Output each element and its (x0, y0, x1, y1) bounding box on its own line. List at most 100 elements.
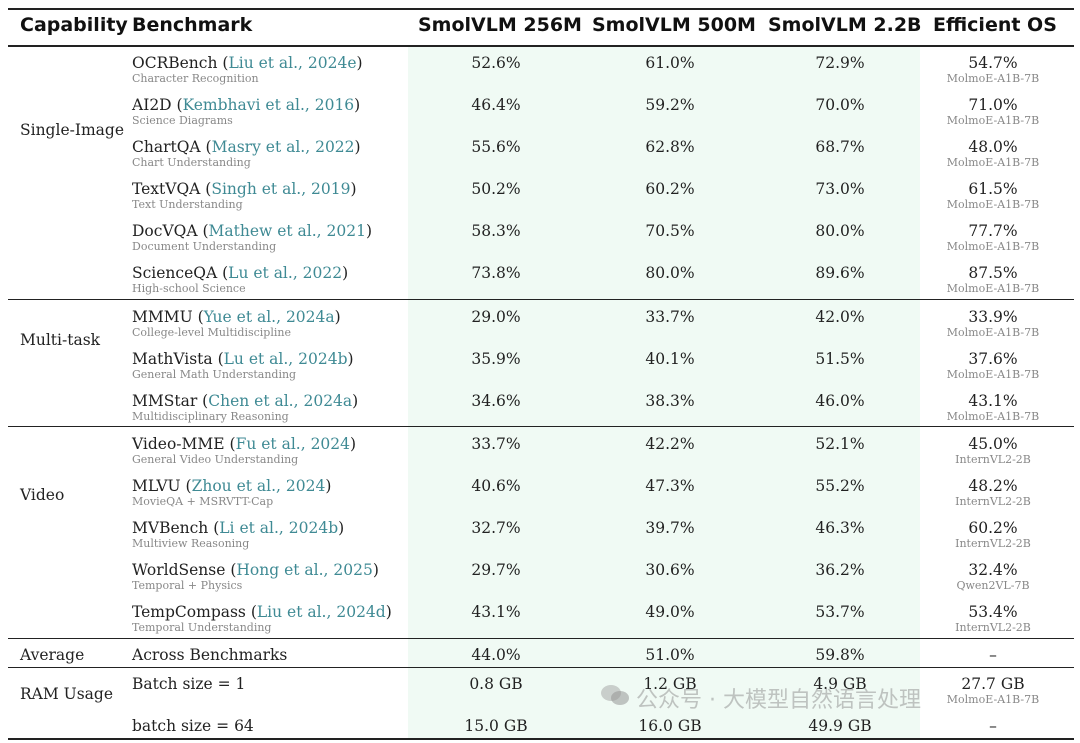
efficient-os-model: Qwen2VL-7B (956, 579, 1030, 592)
group-label-multi-task: Multi-task (20, 331, 101, 349)
citation-link[interactable]: Liu et al., 2024e (228, 54, 357, 72)
benchmark-description: High-school Science (132, 282, 246, 295)
citation-link[interactable]: Fu et al., 2024 (235, 435, 351, 453)
score-v500: 60.2% (645, 180, 695, 198)
table-row: Video-MME (Fu et al., 2024) General Video… (0, 435, 1080, 477)
benchmark-name: Video-MME (Fu et al., 2024) (132, 435, 357, 453)
benchmark-title: MMMU (132, 308, 193, 326)
citation-link[interactable]: Li et al., 2024b (219, 519, 339, 537)
score-v256: 34.6% (471, 392, 521, 410)
score-v22: 42.0% (815, 308, 865, 326)
score-v256: 55.6% (471, 138, 521, 156)
score-efficient-os: 77.7% (968, 222, 1018, 240)
score-v22: 68.7% (815, 138, 865, 156)
score-v256: 40.6% (471, 477, 521, 495)
score-v22: 36.2% (815, 561, 865, 579)
average-benchmark: Across Benchmarks (132, 646, 288, 664)
table-row: DocVQA (Mathew et al., 2021) Document Und… (0, 222, 1080, 264)
highlight-band (408, 46, 920, 738)
citation-link[interactable]: Chen et al., 2024a (208, 392, 353, 410)
group-rule (8, 299, 1074, 300)
citation-link[interactable]: Masry et al., 2022 (211, 138, 355, 156)
citation-link[interactable]: Zhou et al., 2024 (191, 477, 326, 495)
benchmark-name: DocVQA (Mathew et al., 2021) (132, 222, 373, 240)
ram-batch1-os-model: MolmoE-A1B-7B (946, 693, 1040, 706)
citation-link[interactable]: Singh et al., 2019 (211, 180, 351, 198)
wechat-icon (601, 685, 629, 705)
score-v22: 46.3% (815, 519, 865, 537)
efficient-os-model: MolmoE-A1B-7B (946, 114, 1040, 127)
benchmark-name: ChartQA (Masry et al., 2022) (132, 138, 361, 156)
header-smolvlm-256m: SmolVLM 256M (418, 14, 582, 36)
table-row: TempCompass (Liu et al., 2024d) Temporal … (0, 603, 1080, 645)
efficient-os-model: MolmoE-A1B-7B (946, 368, 1040, 381)
table-row: MMStar (Chen et al., 2024a) Multidiscipli… (0, 392, 1080, 434)
benchmark-title: TextVQA (132, 180, 201, 198)
score-v500: 59.2% (645, 96, 695, 114)
efficient-os-model: MolmoE-A1B-7B (946, 240, 1040, 253)
citation-link[interactable]: Lu et al., 2024b (223, 350, 348, 368)
score-v256: 58.3% (471, 222, 521, 240)
bottom-rule (8, 738, 1074, 740)
header-capability: Capability (20, 14, 128, 36)
average-os: – (989, 646, 997, 664)
citation-link[interactable]: Hong et al., 2025 (236, 561, 373, 579)
benchmark-description: Temporal Understanding (132, 621, 272, 634)
ram-batch1-500m: 1.2 GB (643, 675, 697, 693)
score-efficient-os: 53.4% (968, 603, 1018, 621)
header-efficient-os: Efficient OS (933, 14, 1057, 36)
citation-link[interactable]: Yue et al., 2024a (203, 308, 335, 326)
benchmark-title: TempCompass (132, 603, 246, 621)
score-v22: 53.7% (815, 603, 865, 621)
benchmark-name: MLVU (Zhou et al., 2024) (132, 477, 332, 495)
citation-link[interactable]: Kembhavi et al., 2016 (182, 96, 355, 114)
benchmark-description: Chart Understanding (132, 156, 251, 169)
table-row: MMMU (Yue et al., 2024a) College-level Mu… (0, 308, 1080, 350)
score-v22: 70.0% (815, 96, 865, 114)
table-row: ScienceQA (Lu et al., 2022) High-school S… (0, 264, 1080, 306)
score-efficient-os: 87.5% (968, 264, 1018, 282)
efficient-os-model: InternVL2-2B (955, 495, 1031, 508)
efficient-os-model: MolmoE-A1B-7B (946, 282, 1040, 295)
score-efficient-os: 54.7% (968, 54, 1018, 72)
group-label-single-image: Single-Image (20, 121, 125, 139)
ram-batch64-500m: 16.0 GB (638, 717, 702, 735)
citation-link[interactable]: Mathew et al., 2021 (208, 222, 366, 240)
table-row: ChartQA (Masry et al., 2022) Chart Unders… (0, 138, 1080, 180)
efficient-os-model: InternVL2-2B (955, 621, 1031, 634)
score-v500: 62.8% (645, 138, 695, 156)
ram-batch1-256m: 0.8 GB (469, 675, 523, 693)
score-v500: 39.7% (645, 519, 695, 537)
efficient-os-model: MolmoE-A1B-7B (946, 72, 1040, 85)
benchmark-description: MovieQA + MSRVTT-Cap (132, 495, 274, 508)
group-rule (8, 638, 1074, 639)
benchmark-name: WorldSense (Hong et al., 2025) (132, 561, 379, 579)
citation-link[interactable]: Liu et al., 2024d (256, 603, 386, 621)
benchmark-description: Temporal + Physics (132, 579, 243, 592)
score-v22: 80.0% (815, 222, 865, 240)
table-row: MVBench (Li et al., 2024b) Multiview Reas… (0, 519, 1080, 561)
score-v500: 33.7% (645, 308, 695, 326)
group-rule (8, 426, 1074, 427)
score-v256: 50.2% (471, 180, 521, 198)
citation-link[interactable]: Lu et al., 2022 (228, 264, 343, 282)
benchmark-name: MathVista (Lu et al., 2024b) (132, 350, 354, 368)
benchmark-name: TextVQA (Singh et al., 2019) (132, 180, 357, 198)
benchmark-description: Multiview Reasoning (132, 537, 250, 550)
table-row: MathVista (Lu et al., 2024b) General Math… (0, 350, 1080, 392)
score-v256: 52.6% (471, 54, 521, 72)
score-efficient-os: 33.9% (968, 308, 1018, 326)
score-v22: 51.5% (815, 350, 865, 368)
ram-batch1-label: Batch size = 1 (132, 675, 246, 693)
score-v256: 46.4% (471, 96, 521, 114)
ram-batch64-2-2b: 49.9 GB (808, 717, 872, 735)
header-rule (8, 45, 1074, 47)
score-v22: 72.9% (815, 54, 865, 72)
score-v500: 30.6% (645, 561, 695, 579)
table-row: MLVU (Zhou et al., 2024) MovieQA + MSRVTT… (0, 477, 1080, 519)
score-v256: 29.7% (471, 561, 521, 579)
benchmark-description: Multidisciplinary Reasoning (132, 410, 289, 423)
benchmark-title: WorldSense (132, 561, 226, 579)
score-efficient-os: 32.4% (968, 561, 1018, 579)
benchmark-description: College-level Multidiscipline (132, 326, 291, 339)
